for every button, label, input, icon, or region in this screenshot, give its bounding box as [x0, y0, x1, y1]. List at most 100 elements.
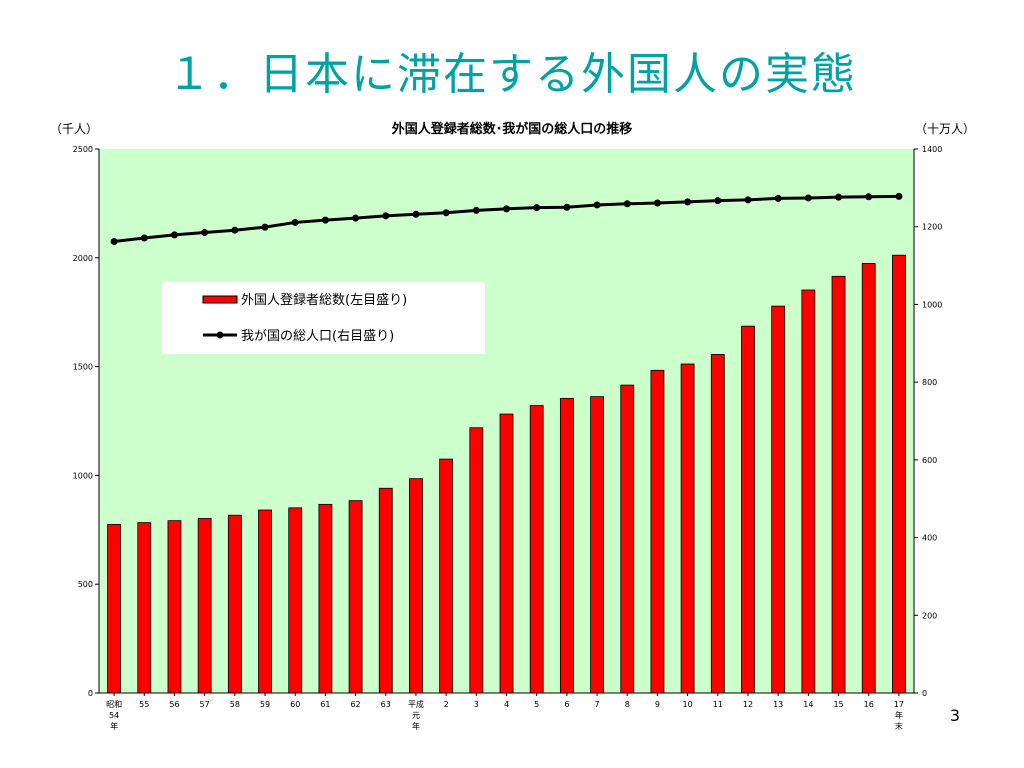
x-tick-label: 8 [625, 700, 630, 709]
x-tick-label: 末 [895, 721, 903, 731]
x-tick-label: 6 [564, 700, 569, 709]
bar [318, 503, 333, 694]
right-tick-label: 0 [922, 689, 927, 698]
x-tick-label: 17 [894, 700, 904, 709]
bar [650, 369, 665, 694]
bar [439, 458, 454, 694]
x-tick-label: 16 [864, 700, 874, 709]
legend-label-bar: 外国人登録者総数(左目盛り) [241, 293, 407, 308]
bar [197, 518, 212, 694]
x-tick-label: 9 [655, 700, 660, 709]
x-tick-label: 15 [833, 700, 843, 709]
bar [469, 427, 484, 694]
line-point [472, 206, 480, 214]
line-point [442, 209, 450, 217]
line-point [382, 212, 390, 220]
left-tick-label: 500 [78, 580, 93, 589]
bar [680, 363, 695, 694]
left-axis-unit: （千人） [50, 122, 98, 136]
x-tick-label: 年 [412, 721, 420, 731]
x-tick-label: 56 [169, 700, 179, 709]
line-point [231, 226, 239, 234]
x-tick-label: 4 [504, 700, 509, 709]
bar [771, 305, 786, 694]
line-point [744, 196, 752, 204]
line-point [804, 194, 812, 202]
x-tick-label: 2 [444, 700, 449, 709]
x-tick-label: 11 [713, 700, 723, 709]
bar [348, 500, 363, 694]
line-point [201, 229, 209, 237]
right-tick-label: 800 [922, 378, 937, 387]
x-tick-label: 14 [803, 700, 813, 709]
slide-title: １．日本に滞在する外国人の実態 [167, 49, 857, 100]
x-tick-label: 55 [139, 700, 149, 709]
line-point [261, 223, 269, 231]
line-point [653, 199, 661, 207]
left-tick-label: 2000 [73, 254, 93, 263]
page-number: 3 [949, 706, 960, 725]
x-tick-label: 58 [230, 700, 240, 709]
x-tick-label: 10 [683, 700, 693, 709]
left-tick-label: 2500 [73, 145, 93, 154]
bar [258, 509, 272, 694]
x-tick-label: 平成 [408, 699, 424, 709]
line-point [321, 216, 329, 224]
line-point [865, 193, 873, 201]
line-point [533, 204, 541, 212]
legend-label-line: 我が国の総人口(右目盛り) [241, 329, 394, 344]
line-point [895, 192, 903, 200]
bar [499, 413, 514, 694]
chart-title: 外国人登録者総数･我が国の総人口の推移 [391, 121, 633, 137]
right-tick-label: 1400 [922, 145, 942, 154]
x-tick-label: 61 [320, 700, 330, 709]
bar [831, 275, 846, 694]
line-point [291, 218, 299, 226]
bar [107, 523, 121, 694]
legend-swatch-marker [216, 331, 224, 339]
legend: 外国人登録者総数(左目盛り) 我が国の総人口(右目盛り) [162, 282, 485, 354]
x-tick-label: 62 [350, 700, 360, 709]
x-tick-label: 3 [474, 700, 479, 709]
x-tick-label: 7 [595, 700, 600, 709]
left-tick-label: 1500 [73, 363, 93, 372]
bar [227, 514, 242, 694]
legend-swatch-bar [202, 295, 238, 304]
bar [288, 507, 303, 694]
line-point [563, 203, 571, 211]
line-point [503, 205, 510, 213]
line-point [170, 231, 178, 239]
bar [409, 478, 423, 694]
x-tick-label: 59 [260, 700, 270, 709]
bar [861, 263, 876, 694]
bar [590, 396, 604, 694]
bar [559, 397, 574, 694]
x-tick-label: 63 [381, 700, 391, 709]
x-tick-label: 60 [290, 700, 300, 709]
line-point [110, 237, 118, 245]
bar [167, 520, 182, 694]
line-point [714, 197, 722, 205]
x-tick-label: 5 [534, 700, 539, 709]
line-point [774, 194, 782, 202]
bar [801, 289, 816, 694]
line-series [110, 192, 903, 245]
x-tick-label: 元 [412, 711, 420, 720]
line-point [835, 193, 843, 201]
x-tick-label: 12 [743, 700, 753, 709]
right-tick-label: 400 [922, 534, 937, 543]
right-tick-label: 1000 [922, 300, 942, 309]
bar [741, 325, 755, 694]
right-axis: 0 200 400 600 800 1000 1200 1400 [913, 145, 942, 698]
x-tick-label: 57 [200, 700, 210, 709]
bar [378, 487, 393, 694]
x-tick-label: 昭和 [106, 700, 122, 709]
left-tick-label: 1000 [73, 471, 93, 480]
bar [620, 384, 635, 694]
line-point [593, 201, 601, 209]
x-tick-label: 13 [773, 700, 783, 709]
line-point [684, 198, 692, 206]
line-point [352, 214, 360, 222]
right-tick-label: 200 [922, 611, 937, 620]
